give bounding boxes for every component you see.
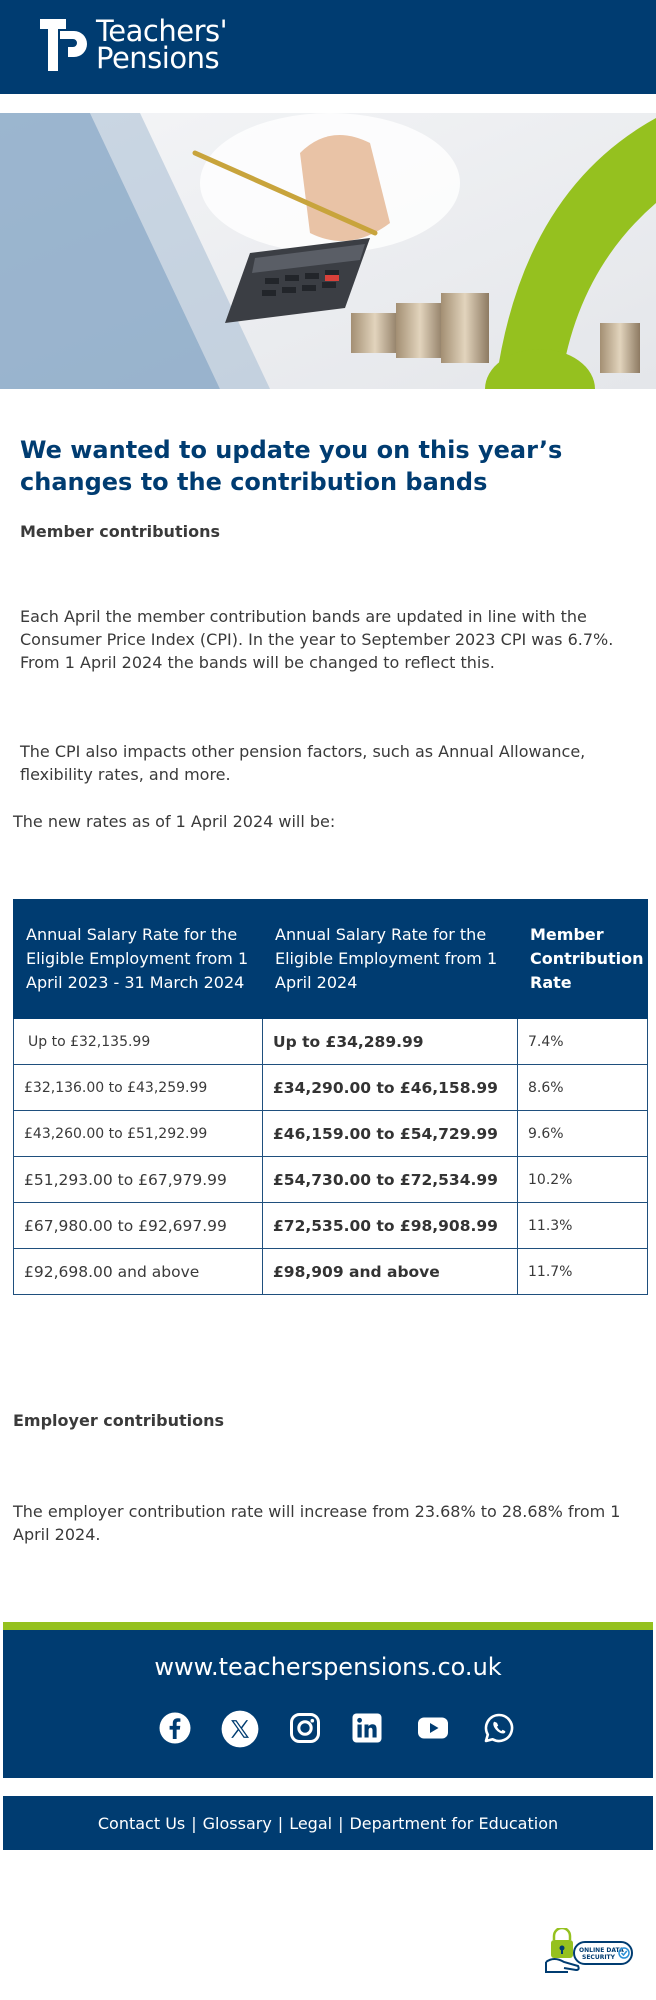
- member-contributions-heading: Member contributions: [20, 522, 220, 541]
- table-header-row: Annual Salary Rate for the Eligible Empl…: [13, 899, 648, 1019]
- badge-text-line-2: SECURITY: [582, 1954, 616, 1961]
- legal-link[interactable]: Legal: [289, 1813, 333, 1833]
- cell-contribution-rate: 10.2%: [517, 1156, 648, 1203]
- footer-links-bar: Contact Us | Glossary | Legal | Departme…: [3, 1796, 653, 1850]
- tp-logo-icon: [40, 19, 87, 71]
- cell-2023-band: £32,136.00 to £43,259.99: [13, 1064, 263, 1111]
- new-rates-intro: The new rates as of 1 April 2024 will be…: [13, 812, 336, 831]
- page-title: We wanted to update you on this year’s c…: [20, 436, 563, 496]
- badge-text-line-1: ONLINE DATA: [579, 1947, 624, 1954]
- header-2023-salary-rate: Annual Salary Rate for the Eligible Empl…: [13, 899, 263, 1019]
- cell-2024-band: £34,290.00 to £46,158.99: [262, 1064, 518, 1111]
- employer-rate-paragraph: The employer contribution rate will incr…: [13, 1502, 621, 1544]
- header-member-contribution-rate: Member Contribution Rate: [517, 899, 648, 1019]
- cpi-update-paragraph: Each April the member contribution bands…: [20, 607, 614, 672]
- link-separator: |: [277, 1813, 284, 1833]
- glossary-link[interactable]: Glossary: [202, 1813, 272, 1833]
- cell-2023-band: £43,260.00 to £51,292.99: [13, 1110, 263, 1157]
- cell-contribution-rate: 8.6%: [517, 1064, 648, 1111]
- contact-us-link[interactable]: Contact Us: [97, 1813, 186, 1833]
- table-row: £67,980.00 to £92,697.99 £72,535.00 to £…: [13, 1202, 648, 1249]
- footer-accent-bar: [3, 1622, 653, 1630]
- online-data-security-badge: ONLINE DATA SECURITY: [545, 1928, 633, 1974]
- cell-2023-band: £51,293.00 to £67,979.99: [13, 1156, 263, 1203]
- cell-2024-band: Up to £34,289.99: [262, 1018, 518, 1065]
- footer-main: www.teacherspensions.co.uk: [3, 1630, 653, 1778]
- teachers-pensions-logo[interactable]: Teachers' Pensions: [40, 14, 228, 75]
- x-icon[interactable]: [221, 1710, 259, 1748]
- whatsapp-icon[interactable]: [483, 1712, 515, 1744]
- link-separator: |: [191, 1813, 197, 1833]
- logo-line-1: Teachers': [96, 14, 228, 48]
- cell-2024-band: £72,535.00 to £98,908.99: [262, 1202, 518, 1249]
- social-links: [159, 1710, 515, 1748]
- table-row: £92,698.00 and above £98,909 and above 1…: [13, 1248, 648, 1295]
- table-row: £51,293.00 to £67,979.99 £54,730.00 to £…: [13, 1156, 648, 1203]
- logo-line-2: Pensions: [96, 41, 220, 75]
- cell-contribution-rate: 9.6%: [517, 1110, 648, 1157]
- linkedin-icon[interactable]: [351, 1712, 383, 1744]
- cell-2024-band: £98,909 and above: [262, 1248, 518, 1295]
- header-bar: Teachers' Pensions: [0, 0, 656, 94]
- cell-contribution-rate: 11.3%: [517, 1202, 648, 1249]
- table-row: £32,136.00 to £43,259.99 £34,290.00 to £…: [13, 1064, 648, 1111]
- cell-2023-band: £67,980.00 to £92,697.99: [13, 1202, 263, 1249]
- cell-2024-band: £46,159.00 to £54,729.99: [262, 1110, 518, 1157]
- logo-wordmark: Teachers' Pensions: [96, 14, 228, 75]
- department-for-education-link[interactable]: Department for Education: [349, 1813, 559, 1833]
- cell-contribution-rate: 11.7%: [517, 1248, 648, 1295]
- facebook-icon[interactable]: [159, 1712, 191, 1744]
- employer-contributions-heading: Employer contributions: [13, 1411, 225, 1430]
- hero-calculator-image: [0, 113, 656, 389]
- contribution-rates-table: Annual Salary Rate for the Eligible Empl…: [13, 899, 648, 1295]
- cpi-impact-paragraph: The CPI also impacts other pension facto…: [20, 742, 586, 784]
- cell-contribution-rate: 7.4%: [517, 1018, 648, 1065]
- cell-2023-band: Up to £32,135.99: [13, 1018, 263, 1065]
- cell-2024-band: £54,730.00 to £72,534.99: [262, 1156, 518, 1203]
- link-separator: |: [338, 1813, 344, 1833]
- instagram-icon[interactable]: [289, 1712, 321, 1744]
- cell-2023-band: £92,698.00 and above: [13, 1248, 263, 1295]
- header-2024-salary-rate: Annual Salary Rate for the Eligible Empl…: [262, 899, 518, 1019]
- table-row: Up to £32,135.99 Up to £34,289.99 7.4%: [13, 1018, 648, 1065]
- youtube-icon[interactable]: [413, 1712, 453, 1744]
- website-link[interactable]: www.teacherspensions.co.uk: [154, 1653, 502, 1681]
- table-row: £43,260.00 to £51,292.99 £46,159.00 to £…: [13, 1110, 648, 1157]
